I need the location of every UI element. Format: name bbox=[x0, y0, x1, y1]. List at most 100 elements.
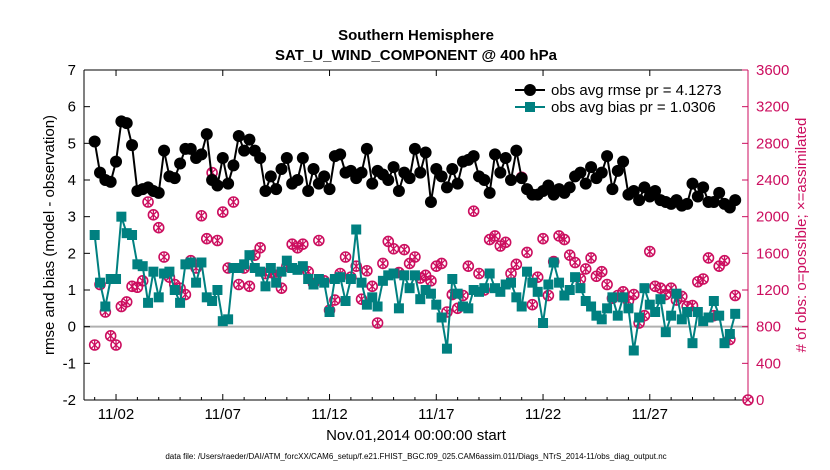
data-marks bbox=[88, 115, 754, 406]
rmse-point bbox=[174, 157, 187, 170]
assimilated-obs-point bbox=[597, 267, 606, 277]
possible-obs-point bbox=[531, 271, 544, 283]
bias-point bbox=[415, 294, 426, 305]
bias-point bbox=[463, 303, 474, 314]
bias-point bbox=[607, 292, 618, 303]
bias-point bbox=[383, 270, 394, 281]
bias-point bbox=[516, 301, 527, 312]
bias-point bbox=[313, 274, 324, 284]
bias-point bbox=[303, 274, 314, 284]
y-tick-label: 0 bbox=[68, 319, 76, 336]
bias-point bbox=[111, 274, 122, 284]
assimilated-obs-point bbox=[143, 197, 153, 207]
bias-point bbox=[89, 230, 100, 240]
x-tick-label: 11/22 bbox=[525, 406, 561, 423]
rmse-point bbox=[681, 197, 694, 210]
rmse-point bbox=[382, 174, 395, 186]
bias-point bbox=[591, 310, 602, 321]
bias-point bbox=[287, 263, 298, 273]
possible-obs-point bbox=[104, 330, 117, 342]
rmse-point bbox=[232, 130, 245, 142]
bias-point bbox=[137, 261, 148, 272]
possible-obs-point bbox=[467, 205, 480, 217]
possible-obs-point bbox=[462, 260, 475, 272]
rmse-point bbox=[355, 166, 368, 179]
bias-point bbox=[297, 261, 308, 272]
bias-point bbox=[356, 277, 367, 288]
bias-point bbox=[100, 301, 111, 312]
possible-obs-point bbox=[665, 282, 677, 294]
assimilated-obs-point bbox=[501, 237, 510, 247]
assimilated-obs-point bbox=[341, 252, 350, 262]
assimilated-obs-point bbox=[496, 241, 505, 251]
y2-tick-label: 1200 bbox=[756, 282, 789, 299]
rmse-point bbox=[126, 139, 139, 152]
assimilated-obs-point bbox=[469, 206, 478, 216]
bias-point bbox=[473, 286, 484, 297]
bias-point bbox=[602, 303, 613, 314]
assimilated-obs-point bbox=[528, 300, 537, 310]
bias-point bbox=[575, 283, 586, 294]
rmse-point bbox=[505, 174, 518, 186]
bias-point bbox=[393, 303, 404, 314]
rmse-point bbox=[638, 181, 651, 194]
y2-tick-label: 3200 bbox=[756, 99, 789, 116]
possible-obs-point bbox=[275, 282, 288, 294]
bias-point bbox=[207, 296, 218, 306]
rmse-point bbox=[585, 161, 598, 174]
bias-point bbox=[708, 296, 719, 306]
assimilated-obs-point bbox=[645, 246, 654, 257]
rmse-point bbox=[168, 172, 181, 185]
rmse-point bbox=[275, 163, 288, 175]
assimilated-obs-point bbox=[603, 279, 612, 290]
bias-point bbox=[271, 277, 282, 288]
bias-point bbox=[548, 257, 559, 268]
y2-tick-label: 0 bbox=[756, 392, 764, 409]
bias-point bbox=[223, 314, 234, 325]
assimilated-obs-point bbox=[656, 283, 665, 293]
rmse-point bbox=[435, 170, 448, 183]
assimilated-obs-point bbox=[731, 290, 740, 301]
possible-obs-point bbox=[398, 243, 411, 256]
possible-obs-point bbox=[718, 254, 731, 267]
assimilated-obs-point bbox=[432, 261, 441, 271]
bias-point bbox=[180, 259, 191, 270]
y-tick-label: -2 bbox=[63, 392, 76, 409]
possible-obs-point bbox=[339, 251, 352, 263]
rmse-point bbox=[446, 163, 459, 175]
possible-obs-point bbox=[371, 317, 384, 329]
rmse-point bbox=[280, 152, 293, 164]
possible-obs-point bbox=[601, 278, 613, 291]
bias-point bbox=[228, 263, 239, 273]
rmse-point bbox=[158, 144, 171, 157]
rmse-point bbox=[360, 142, 373, 155]
bias-point bbox=[276, 266, 287, 277]
y2-tick-label: 2000 bbox=[756, 209, 789, 226]
bias-point bbox=[692, 307, 703, 317]
assimilated-obs-point bbox=[352, 261, 361, 271]
rmse-point bbox=[494, 166, 507, 179]
y-tick-label: 6 bbox=[68, 99, 76, 116]
rmse-point bbox=[323, 183, 336, 196]
rmse-point bbox=[451, 177, 464, 190]
data-file-footnote: data file: /Users/raeder/DAI/ATM_forcXX/… bbox=[165, 452, 666, 461]
rmse-point bbox=[200, 128, 213, 141]
assimilated-obs-point bbox=[490, 231, 500, 241]
bias-point bbox=[676, 314, 687, 325]
assimilated-obs-point bbox=[362, 266, 371, 276]
bias-point bbox=[249, 263, 260, 273]
bias-point bbox=[244, 250, 255, 261]
bias-point bbox=[500, 279, 511, 290]
bias-point bbox=[127, 230, 138, 240]
x-tick-label: 11/02 bbox=[98, 406, 134, 423]
bias-point bbox=[724, 329, 735, 339]
bias-point bbox=[345, 274, 356, 284]
possible-obs-point bbox=[361, 264, 373, 277]
bias-point bbox=[468, 285, 479, 295]
assimilated-obs-point bbox=[581, 264, 590, 274]
rmse-point bbox=[88, 135, 101, 148]
assimilated-obs-point bbox=[149, 210, 158, 220]
legend-bias-marker bbox=[525, 102, 535, 112]
bias-point bbox=[105, 274, 116, 284]
